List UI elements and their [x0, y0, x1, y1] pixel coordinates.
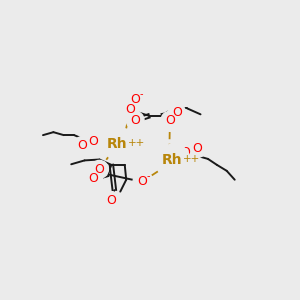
- Circle shape: [73, 136, 91, 154]
- Text: O: O: [88, 135, 98, 148]
- Circle shape: [168, 104, 186, 122]
- Text: ++: ++: [183, 154, 200, 164]
- Circle shape: [189, 140, 206, 158]
- Text: Rh: Rh: [107, 137, 128, 151]
- Text: O: O: [130, 93, 140, 106]
- Text: O: O: [181, 146, 190, 160]
- Circle shape: [133, 173, 151, 191]
- Text: O: O: [125, 103, 135, 116]
- Text: O: O: [137, 175, 147, 188]
- Circle shape: [102, 128, 135, 160]
- Circle shape: [85, 132, 102, 150]
- Circle shape: [161, 111, 179, 129]
- Text: -: -: [140, 89, 143, 99]
- Text: O: O: [193, 142, 202, 155]
- Circle shape: [85, 169, 102, 187]
- Text: -: -: [147, 172, 150, 182]
- Text: Rh: Rh: [162, 153, 183, 167]
- Text: O: O: [172, 106, 182, 119]
- Text: O: O: [106, 194, 116, 207]
- Text: ++: ++: [128, 138, 145, 148]
- Circle shape: [121, 101, 139, 119]
- Circle shape: [126, 111, 144, 129]
- Text: O: O: [165, 114, 175, 127]
- Circle shape: [91, 160, 108, 178]
- Text: O: O: [88, 172, 98, 185]
- Text: O: O: [77, 139, 87, 152]
- Circle shape: [177, 144, 195, 162]
- Text: O: O: [130, 114, 140, 127]
- Circle shape: [102, 192, 120, 209]
- Circle shape: [126, 91, 144, 108]
- Circle shape: [158, 144, 190, 177]
- Text: O: O: [94, 163, 104, 176]
